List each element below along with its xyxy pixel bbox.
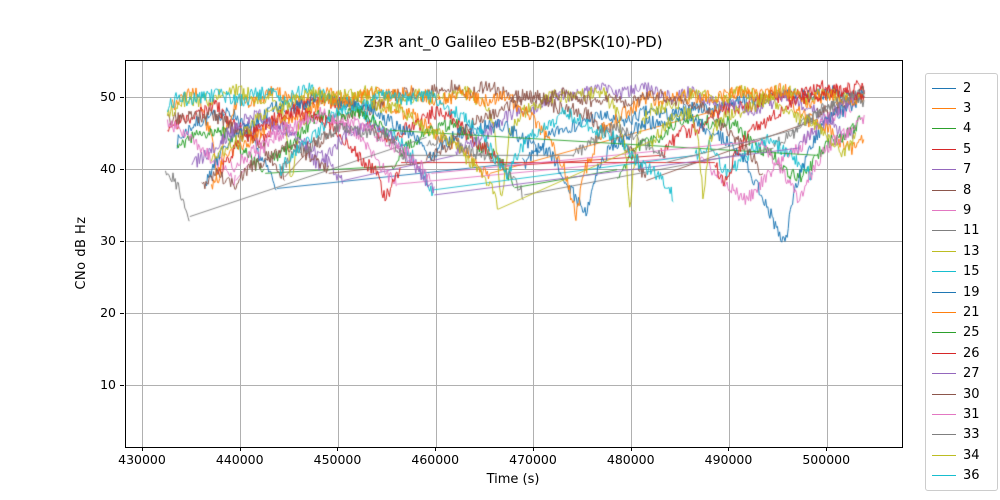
x-tick-label: 450000 xyxy=(313,452,362,467)
legend-line-sample xyxy=(932,230,956,232)
legend-label: 3 xyxy=(963,101,972,117)
legend-item: 19 xyxy=(932,282,997,302)
legend-label: 4 xyxy=(963,121,972,137)
legend-line-sample xyxy=(932,291,956,293)
x-tick-label: 460000 xyxy=(411,452,460,467)
y-tick-mark xyxy=(120,96,124,98)
y-tick-mark xyxy=(120,168,124,170)
y-tick-label: 40 xyxy=(100,160,116,176)
legend-item: 3 xyxy=(932,98,997,118)
legend-line-sample xyxy=(932,454,956,456)
legend-label: 30 xyxy=(963,386,980,402)
x-tick-mark xyxy=(630,447,632,451)
legend-label: 13 xyxy=(963,243,980,259)
legend-line-sample xyxy=(932,475,956,477)
legend-line-sample xyxy=(932,108,956,110)
x-tick-label: 440000 xyxy=(215,452,264,467)
legend-item: 8 xyxy=(932,180,997,200)
legend-item: 25 xyxy=(932,323,997,343)
legend-line-sample xyxy=(932,271,956,273)
legend-label: 8 xyxy=(963,182,972,198)
x-tick-label: 470000 xyxy=(509,452,557,467)
legend-item: 21 xyxy=(932,302,997,322)
x-tick-mark xyxy=(337,447,339,451)
legend-label: 31 xyxy=(963,406,980,422)
legend-line-sample xyxy=(932,352,956,354)
legend-label: 27 xyxy=(963,366,980,382)
y-tick-label: 30 xyxy=(100,232,116,248)
legend-line-sample xyxy=(932,393,956,395)
legend-item: 4 xyxy=(932,119,997,139)
legend-label: 9 xyxy=(963,203,972,219)
legend-item: 26 xyxy=(932,343,997,363)
y-tick-label: 10 xyxy=(100,376,116,392)
legend-label: 25 xyxy=(963,325,980,341)
legend-item: 13 xyxy=(932,241,997,261)
legend-item: 7 xyxy=(932,160,997,180)
legend-label: 21 xyxy=(963,304,980,320)
legend-item: 9 xyxy=(932,200,997,220)
legend-line-sample xyxy=(932,189,956,191)
legend-item: 5 xyxy=(932,139,997,159)
legend-items: 2 3 4 5 7 8 9 11 13 15 19 21 25 26 27 30 31 33 34 36 xyxy=(932,78,997,486)
legend-line-sample xyxy=(932,169,956,171)
y-tick-mark xyxy=(120,312,124,314)
legend-item: 34 xyxy=(932,445,997,465)
legend-item: 36 xyxy=(932,465,997,485)
x-tick-mark xyxy=(826,447,828,451)
x-tick-mark xyxy=(728,447,730,451)
y-tick-label: 50 xyxy=(100,88,116,104)
legend-label: 5 xyxy=(963,141,972,157)
legend-line-sample xyxy=(932,148,956,150)
legend-line-sample xyxy=(932,413,956,415)
legend-line-sample xyxy=(932,210,956,212)
legend-item: 27 xyxy=(932,363,997,383)
legend-label: 36 xyxy=(963,468,980,484)
x-tick-mark xyxy=(435,447,437,451)
legend-line-sample xyxy=(932,128,956,130)
legend-line-sample xyxy=(932,87,956,89)
legend-line-sample xyxy=(932,332,956,334)
plot-area xyxy=(125,60,903,448)
legend-label: 15 xyxy=(963,264,980,280)
legend-label: 19 xyxy=(963,284,980,300)
chart-title: Z3R ant_0 Galileo E5B-B2(BPSK(10)-PD) xyxy=(363,33,663,51)
legend-label: 26 xyxy=(963,345,980,361)
legend-item: 2 xyxy=(932,78,997,98)
series-canvas xyxy=(126,61,902,447)
legend-label: 7 xyxy=(963,162,972,178)
y-tick-mark xyxy=(120,240,124,242)
legend-label: 34 xyxy=(963,447,980,463)
legend-item: 33 xyxy=(932,425,997,445)
x-tick-label: 490000 xyxy=(704,452,753,467)
x-tick-mark xyxy=(239,447,241,451)
legend-line-sample xyxy=(932,250,956,252)
legend: 2 3 4 5 7 8 9 11 13 15 19 21 25 26 27 30 31 33 34 36 xyxy=(925,73,998,491)
y-tick-label: 20 xyxy=(100,304,116,320)
legend-item: 30 xyxy=(932,384,997,404)
x-axis-label: Time (s) xyxy=(486,472,540,487)
legend-label: 2 xyxy=(963,80,972,96)
legend-item: 11 xyxy=(932,221,997,241)
y-axis-label: CNo dB Hz xyxy=(74,216,89,290)
legend-line-sample xyxy=(932,434,956,436)
x-tick-mark xyxy=(141,447,143,451)
legend-label: 33 xyxy=(963,427,980,443)
y-tick-mark xyxy=(120,384,124,386)
legend-line-sample xyxy=(932,373,956,375)
legend-item: 15 xyxy=(932,262,997,282)
x-tick-label: 480000 xyxy=(606,452,655,467)
x-tick-mark xyxy=(532,447,534,451)
x-tick-label: 500000 xyxy=(802,452,851,467)
legend-item: 31 xyxy=(932,404,997,424)
x-tick-label: 430000 xyxy=(118,452,166,467)
legend-line-sample xyxy=(932,311,956,313)
legend-label: 11 xyxy=(963,223,980,239)
